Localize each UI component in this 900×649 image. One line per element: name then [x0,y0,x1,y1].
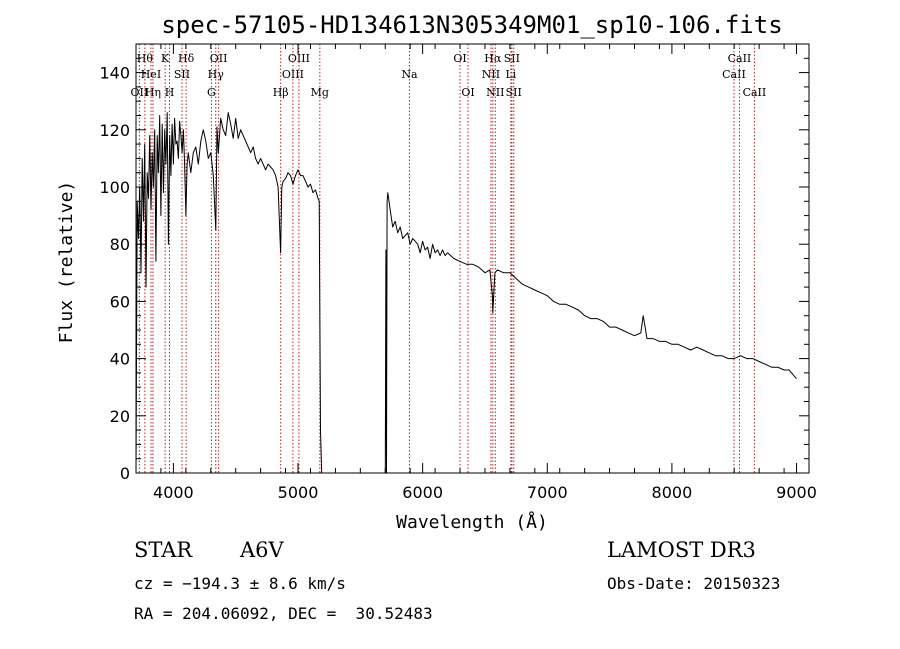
line-marker-label: SII [174,68,190,81]
line-marker-label: OI [453,52,466,65]
y-tick-label: 60 [110,292,130,311]
line-marker-label: Hα [484,52,502,65]
line-marker-label: Hβ [273,86,289,99]
y-axis-label: Flux (relative) [56,181,77,344]
x-tick-label: 6000 [402,483,443,502]
y-tick-label: 140 [99,64,130,83]
y-tick-label: 0 [120,464,130,483]
line-marker-label: Li [505,68,516,81]
line-marker-label: OI [461,86,474,99]
coordinates: RA = 204.06092, DEC = 30.52483 [134,604,433,623]
y-tick-label: 80 [110,235,130,254]
line-marker-label: Hθ [137,52,154,65]
spectrum-series [135,112,797,474]
axes: 4000 5000 6000 7000 8000 9000 0 20 40 60 80 100 120 1… [99,43,817,502]
x-tick-label: 9000 [776,483,817,502]
line-marker-label: CaII [743,86,767,99]
chart-title: spec-57105-HD134613N305349M01_sp10-106.f… [161,11,782,39]
y-tick-label: 120 [99,121,130,140]
object-type: STAR [134,538,193,562]
spectrum-segment-1 [135,112,323,474]
x-tick-label: 7000 [527,483,568,502]
line-marker-label: Hγ [208,68,225,81]
line-marker-label: HeI [141,68,161,81]
line-marker-label: NII [482,68,500,81]
x-tick-label: 8000 [652,483,693,502]
obs-date: Obs-Date: 20150323 [607,574,781,593]
y-tick-label: 40 [110,350,130,369]
line-marker-label: Na [401,68,418,81]
y-tick-label: 100 [99,178,130,197]
spectrum-segment-2 [384,192,797,474]
line-marker-label: OIII [282,68,304,81]
redshift-text: cz = −194.3 ± 8.6 km/s [134,574,346,593]
line-marker-label: Hη [145,86,161,99]
line-marker-label: OII [131,86,149,99]
line-marker-label: K [161,52,170,65]
y-tick-label: 20 [110,407,130,426]
x-axis-label: Wavelength (Å) [396,511,548,533]
line-marker-label: Mg [311,86,329,99]
object-subclass: A6V [240,538,284,562]
line-marker-label: NII [486,86,504,99]
x-tick-label: 5000 [278,483,319,502]
line-marker-label: Hδ [178,52,195,65]
line-marker-label: OIII [288,52,310,65]
line-marker-label: SII [506,86,522,99]
line-marker-label: H [165,86,175,99]
survey-name: LAMOST DR3 [607,538,756,562]
line-marker-label: OII [210,52,228,65]
line-marker-label: SII [504,52,520,65]
line-marker-label: CaII [722,68,746,81]
line-marker-label: CaII [728,52,752,65]
line-marker-label: G [207,86,216,99]
plot-frame [135,43,810,474]
x-tick-label: 4000 [153,483,194,502]
